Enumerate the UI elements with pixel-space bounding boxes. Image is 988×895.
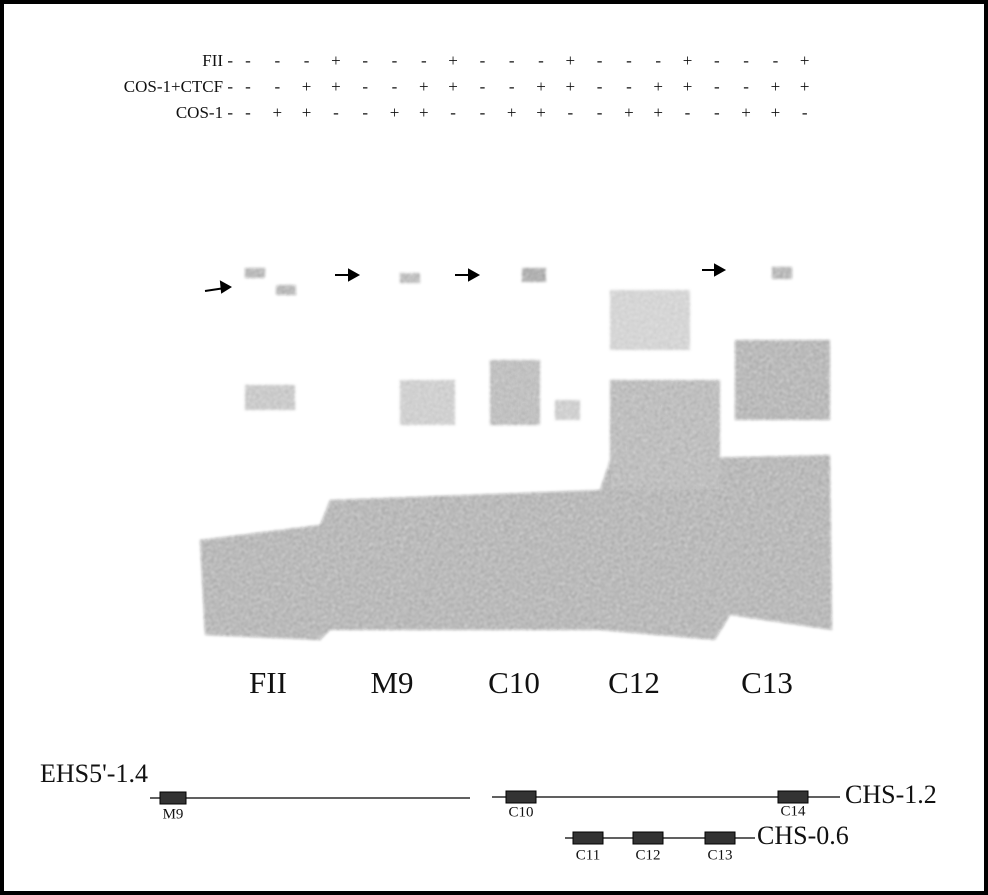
condition-sign: + bbox=[800, 51, 810, 70]
condition-label: COS-1 - bbox=[176, 103, 233, 122]
condition-sign: - bbox=[714, 103, 720, 122]
condition-sign: + bbox=[536, 103, 546, 122]
element-label: M9 bbox=[163, 806, 184, 822]
group-label: C12 bbox=[608, 665, 660, 700]
condition-sign: - bbox=[567, 103, 573, 122]
element-label: C14 bbox=[780, 803, 806, 819]
condition-sign: + bbox=[771, 77, 781, 96]
condition-sign: - bbox=[480, 51, 486, 70]
condition-sign: - bbox=[626, 77, 632, 96]
condition-sign: - bbox=[421, 51, 427, 70]
map-boxes bbox=[160, 791, 808, 844]
gel bbox=[200, 267, 832, 640]
condition-sign: + bbox=[273, 103, 283, 122]
condition-sign: - bbox=[743, 77, 749, 96]
frame bbox=[2, 2, 986, 893]
condition-sign: - bbox=[450, 103, 456, 122]
condition-sign: - bbox=[392, 51, 398, 70]
element-label: C11 bbox=[576, 847, 600, 863]
condition-sign: + bbox=[507, 103, 517, 122]
condition-sign: + bbox=[419, 103, 429, 122]
condition-sign: + bbox=[331, 51, 341, 70]
condition-label: FII - bbox=[202, 51, 233, 70]
condition-sign: - bbox=[655, 51, 661, 70]
condition-sign: + bbox=[624, 103, 634, 122]
condition-sign: - bbox=[538, 51, 544, 70]
condition-sign: + bbox=[331, 77, 341, 96]
condition-sign: + bbox=[683, 51, 693, 70]
condition-sign: + bbox=[419, 77, 429, 96]
group-label: M9 bbox=[370, 665, 413, 700]
condition-sign: + bbox=[302, 103, 312, 122]
condition-sign: - bbox=[274, 77, 280, 96]
condition-sign: + bbox=[566, 77, 576, 96]
condition-sign: - bbox=[392, 77, 398, 96]
condition-sign: - bbox=[245, 51, 251, 70]
condition-sign: - bbox=[743, 51, 749, 70]
condition-sign: - bbox=[362, 103, 368, 122]
condition-sign: - bbox=[480, 103, 486, 122]
condition-sign: + bbox=[653, 103, 663, 122]
condition-label: COS-1+CTCF - bbox=[124, 77, 234, 96]
construct-label: EHS5'-1.4 bbox=[40, 759, 148, 788]
condition-sign: + bbox=[771, 103, 781, 122]
condition-sign: - bbox=[685, 103, 691, 122]
condition-sign: + bbox=[741, 103, 751, 122]
condition-sign: + bbox=[683, 77, 693, 96]
condition-sign: - bbox=[773, 51, 779, 70]
figure: EHS5'-1.4 CHS-1.2 CHS-0.6 M9 C10 C14 C11… bbox=[0, 0, 988, 895]
map-lines bbox=[150, 797, 840, 838]
condition-sign: + bbox=[800, 77, 810, 96]
condition-sign: - bbox=[362, 51, 368, 70]
condition-sign: - bbox=[802, 103, 808, 122]
condition-sign: - bbox=[626, 51, 632, 70]
condition-sign: - bbox=[714, 77, 720, 96]
construct-label: CHS-0.6 bbox=[757, 821, 849, 850]
condition-sign: + bbox=[448, 51, 458, 70]
condition-sign: - bbox=[480, 77, 486, 96]
condition-sign: + bbox=[536, 77, 546, 96]
element-label: C12 bbox=[635, 847, 660, 863]
group-label: C10 bbox=[488, 665, 540, 700]
condition-sign: + bbox=[566, 51, 576, 70]
condition-sign: + bbox=[448, 77, 458, 96]
element-label: C13 bbox=[707, 847, 732, 863]
condition-sign: - bbox=[509, 51, 515, 70]
condition-sign: + bbox=[653, 77, 663, 96]
condition-sign: - bbox=[597, 103, 603, 122]
group-label: C13 bbox=[741, 665, 793, 700]
condition-sign: - bbox=[597, 77, 603, 96]
condition-sign: - bbox=[245, 77, 251, 96]
condition-sign: + bbox=[390, 103, 400, 122]
element-label: C10 bbox=[508, 804, 533, 820]
condition-sign: - bbox=[245, 103, 251, 122]
condition-sign: - bbox=[362, 77, 368, 96]
condition-sign: - bbox=[597, 51, 603, 70]
condition-sign: + bbox=[302, 77, 312, 96]
condition-sign: - bbox=[304, 51, 310, 70]
condition-sign: - bbox=[333, 103, 339, 122]
condition-sign: - bbox=[714, 51, 720, 70]
condition-sign: - bbox=[274, 51, 280, 70]
condition-sign: - bbox=[509, 77, 515, 96]
construct-label: CHS-1.2 bbox=[845, 780, 937, 809]
group-label: FII bbox=[249, 665, 287, 700]
